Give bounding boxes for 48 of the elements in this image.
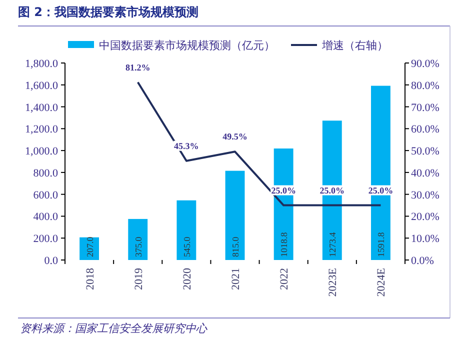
legend-label: 中国数据要素市场规模预测（亿元） xyxy=(99,39,275,52)
y2-tick-label: 60.0% xyxy=(411,124,440,136)
y-tick-label: 200.0 xyxy=(33,233,58,246)
x-tick-label: 2024E xyxy=(376,268,388,297)
bar xyxy=(225,170,245,260)
y2-tick-label: 0.0% xyxy=(411,255,434,267)
x-tick-label: 2021 xyxy=(230,268,242,290)
x-tick-label: 2023E xyxy=(327,268,340,297)
y2-tick-label: 40.0% xyxy=(411,167,440,180)
y-tick-label: 1,400.0 xyxy=(25,102,58,114)
legend-label: 增速（右轴） xyxy=(321,39,388,52)
x-tick-label: 2018 xyxy=(84,268,96,290)
y-tick-label: 400.0 xyxy=(33,211,58,224)
data-label: 1018.8 xyxy=(279,232,290,257)
y2-tick-label: 30.0% xyxy=(411,189,440,202)
data-label: 45.3% xyxy=(174,140,199,151)
x-tick-label: 2019 xyxy=(132,268,145,290)
y-tick-label: 0.0 xyxy=(44,255,58,267)
bar xyxy=(176,200,196,260)
x-tick-label: 2022 xyxy=(278,268,291,290)
y2-tick-label: 50.0% xyxy=(411,146,440,158)
data-label: 815.0 xyxy=(230,236,240,257)
data-label: 25.0% xyxy=(320,185,345,196)
x-tick-label: 2020 xyxy=(181,268,194,290)
y-tick-label: 1,800.0 xyxy=(25,58,58,70)
data-label: 375.0 xyxy=(133,236,144,257)
y-tick-label: 1,200.0 xyxy=(25,124,58,136)
y2-tick-label: 70.0% xyxy=(411,102,440,114)
y-tick-label: 600.0 xyxy=(33,189,58,202)
data-label: 49.5% xyxy=(222,132,248,142)
y-tick-label: 1,600.0 xyxy=(25,80,58,92)
bar xyxy=(322,120,342,260)
bar xyxy=(128,218,148,260)
data-label: 545.0 xyxy=(182,236,192,257)
y-tick-label: 1,000.0 xyxy=(25,146,58,158)
chart-title: 图 2：我国数据要素市场规模预测 xyxy=(18,5,199,19)
data-label: 81.2% xyxy=(125,62,150,72)
y2-tick-label: 80.0% xyxy=(411,80,440,92)
data-label: 1591.8 xyxy=(376,232,386,257)
y2-tick-label: 10.0% xyxy=(411,233,440,246)
data-label: 1273.4 xyxy=(328,232,338,257)
y-tick-label: 800.0 xyxy=(33,167,58,180)
text: 资料来源：国家工信安全发展研究中心 xyxy=(20,322,208,335)
data-label: 25.0% xyxy=(271,185,296,196)
y2-tick-label: 20.0% xyxy=(411,211,440,224)
data-label: 207.0 xyxy=(84,236,95,257)
y2-tick-label: 90.0% xyxy=(411,58,440,70)
data-label: 25.0% xyxy=(368,185,394,196)
